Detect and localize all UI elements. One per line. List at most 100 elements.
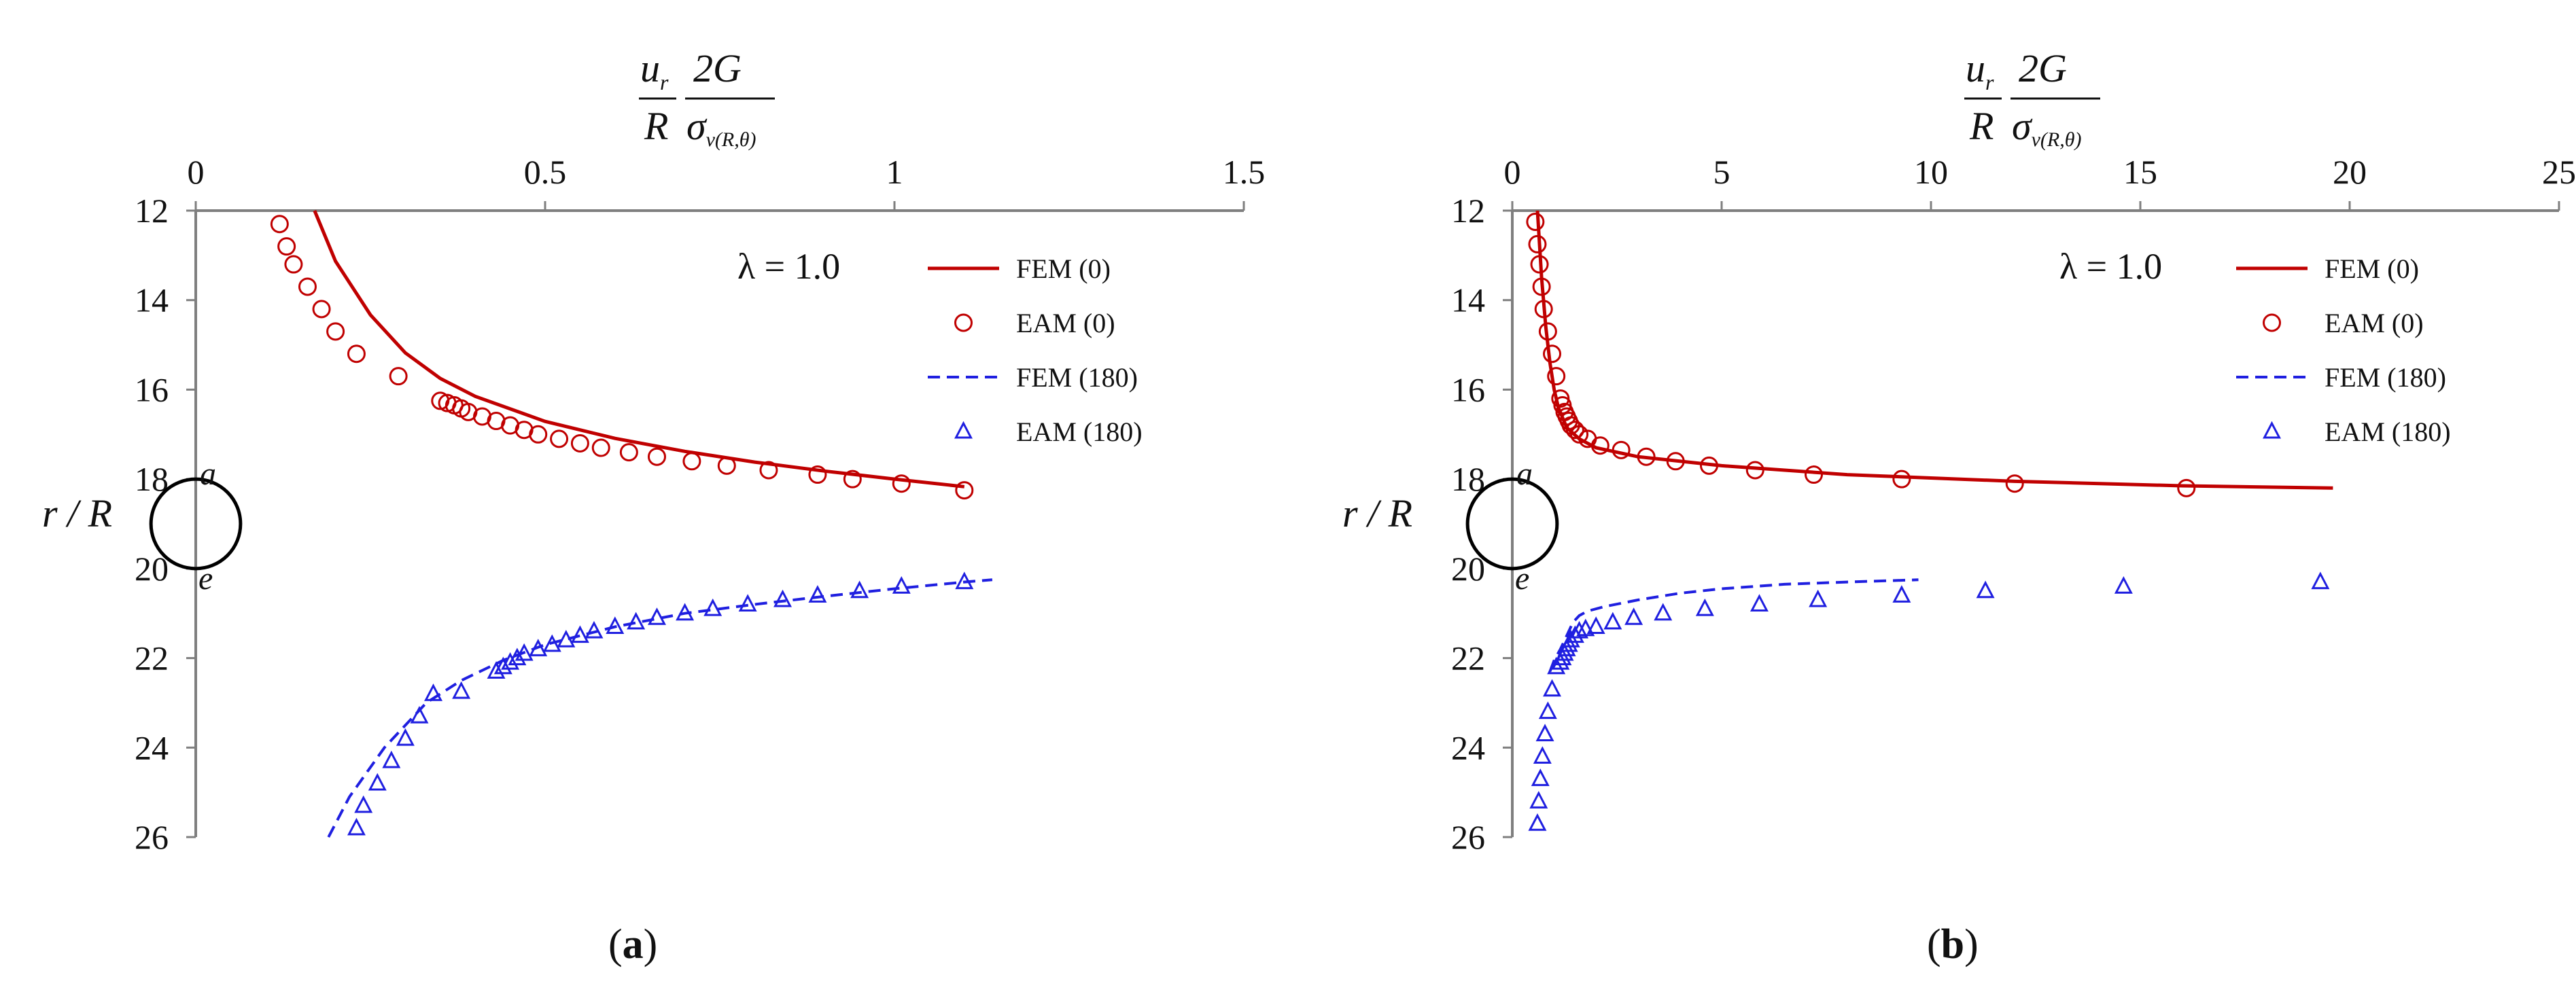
- x-tick-label: 15: [2123, 153, 2157, 191]
- eam-0-point: [1526, 212, 1545, 231]
- eam-180-point: [1543, 679, 1561, 697]
- y-tick-label: 24: [135, 728, 169, 766]
- eam-0-point: [298, 277, 317, 296]
- eam-0-point: [1590, 436, 1609, 455]
- panel-a-legend: FEM (0) EAM (0) FEM (180) EAM (180): [928, 253, 1143, 447]
- panel-b-series: [1526, 210, 2333, 831]
- x-tick-label: 0: [188, 153, 205, 191]
- eam-180-point: [529, 639, 548, 656]
- title-frac1-den: R: [644, 104, 668, 148]
- panel-a-chart: ur R 2G σv(R,θ) 0 0.5 1 1.51214161820222426…: [42, 46, 1265, 968]
- eam-180-point: [1538, 701, 1557, 720]
- eam-0-point: [529, 425, 548, 444]
- eam-0-point: [1547, 367, 1566, 386]
- circle-label-a: a: [200, 456, 216, 492]
- eam-180-point: [452, 681, 471, 699]
- panel-b-opening-circle: ae: [1465, 456, 1559, 597]
- legend-label: FEM (0): [1016, 253, 1111, 284]
- panel-b-annotation: λ = 1.0: [2059, 246, 2162, 287]
- eam-180-point: [557, 629, 576, 648]
- panel-a-top-axis-title: ur R 2G σv(R,θ): [639, 46, 775, 151]
- title-frac2-den: σv(R,θ): [2012, 104, 2081, 151]
- eam-0-point: [619, 443, 638, 462]
- eam-0-point: [591, 438, 610, 457]
- legend-label: EAM (180): [1016, 417, 1143, 447]
- eam-180-point: [808, 585, 827, 603]
- eam-0-point: [892, 474, 911, 493]
- legend-label: EAM (0): [2325, 308, 2424, 338]
- title-frac2-den: σv(R,θ): [686, 104, 756, 151]
- title-frac2-num: 2G: [693, 46, 742, 90]
- panel-a-annotation: λ = 1.0: [737, 246, 840, 287]
- eam-0-point: [1538, 322, 1557, 341]
- panel-b-caption: (b): [1927, 921, 1979, 968]
- eam-180-point: [850, 580, 869, 599]
- eam-180-point: [1529, 791, 1548, 809]
- eam-0-point: [326, 322, 345, 341]
- y-tick-label: 12: [135, 192, 169, 230]
- circle-label-e: e: [1515, 561, 1529, 597]
- eam-0-point: [1532, 277, 1551, 296]
- eam-180-point: [585, 620, 604, 639]
- title-frac1-num: ur: [1966, 46, 1994, 94]
- eam-180-point: [2114, 575, 2133, 594]
- x-tick-label: 1: [886, 153, 903, 191]
- eam-180-point: [1624, 607, 1643, 625]
- x-tick-label: 25: [2542, 153, 2576, 191]
- y-tick-label: 14: [135, 281, 169, 319]
- eam-0-point: [270, 215, 289, 234]
- eam-0-point: [550, 429, 569, 448]
- eam-180-point: [542, 634, 561, 652]
- eam-180-point: [606, 616, 625, 634]
- eam-180-point: [2311, 571, 2330, 590]
- eam-180-point: [648, 607, 666, 625]
- fem-180-dashed-line: [327, 578, 993, 838]
- eam-180-point: [1976, 580, 1995, 599]
- eam-180-point: [396, 728, 415, 746]
- eam-0-point: [389, 367, 408, 386]
- eam-0-point: [1528, 234, 1547, 253]
- title-frac2-num: 2G: [2019, 46, 2067, 90]
- fem-0-line: [1535, 210, 2333, 490]
- eam-0-point: [1892, 470, 1911, 489]
- eam-0-point: [1612, 440, 1631, 459]
- y-tick-label: 22: [1451, 639, 1485, 677]
- eam-180-point: [738, 594, 757, 612]
- eam-180-point: [1533, 746, 1552, 764]
- legend-swatch-eam-0: [2263, 313, 2281, 332]
- eam-180-point: [1561, 629, 1580, 648]
- eam-180-point: [354, 795, 373, 813]
- x-tick-label: 0.5: [524, 153, 567, 191]
- eam-0-point: [570, 433, 589, 453]
- legend-swatch-eam-180: [954, 421, 973, 439]
- eam-0-point: [1534, 300, 1553, 319]
- eam-180-point: [676, 603, 695, 621]
- y-tick-label: 16: [135, 370, 169, 408]
- legend-label: FEM (180): [1016, 362, 1138, 393]
- eam-180-point: [508, 648, 527, 666]
- legend-label: EAM (180): [2325, 417, 2451, 447]
- y-tick-label: 16: [1451, 370, 1485, 408]
- eam-0-point: [347, 344, 366, 364]
- eam-180-point: [1586, 616, 1605, 634]
- eam-180-point: [410, 705, 429, 724]
- y-tick-label: 26: [135, 818, 169, 856]
- x-tick-label: 0: [1504, 153, 1521, 191]
- circle-label-e: e: [198, 561, 213, 597]
- eam-0-point: [1565, 421, 1584, 440]
- eam-0-point: [1530, 255, 1549, 274]
- eam-180-point: [382, 750, 401, 768]
- legend-swatch-eam-0: [954, 313, 973, 332]
- eam-0-point: [312, 300, 331, 319]
- eam-180-point: [1603, 612, 1622, 630]
- panel-b-chart: ur R 2G σv(R,θ) 0 5 10 15 20 2512141618202224…: [1342, 46, 2576, 968]
- y-tick-label: 12: [1451, 192, 1485, 230]
- eam-0-point: [1637, 447, 1656, 466]
- eam-180-point: [501, 652, 520, 670]
- title-frac1-num: ur: [640, 46, 669, 94]
- eam-0-point: [1805, 465, 1824, 484]
- eam-0-point: [759, 461, 778, 480]
- fem-0-line: [313, 210, 965, 489]
- y-tick-label: 22: [135, 639, 169, 677]
